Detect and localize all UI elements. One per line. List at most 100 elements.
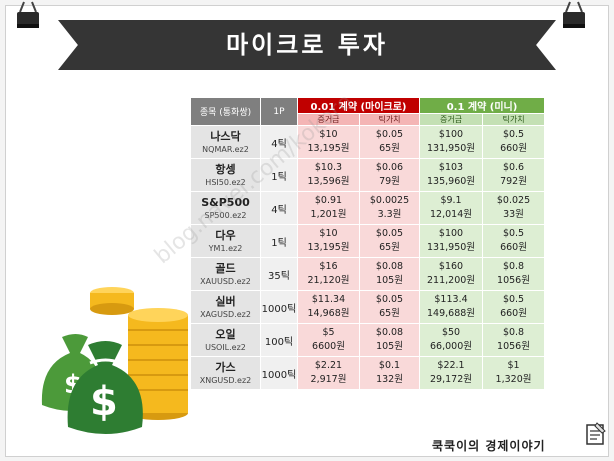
point-cell: 35틱 bbox=[260, 257, 298, 291]
usd-value: $0.08 bbox=[375, 327, 404, 338]
mini-tick-cell: $0.6 792원 bbox=[482, 158, 546, 192]
usd-value: $0.8 bbox=[502, 261, 525, 272]
micro-tick-cell: $0.05 65원 bbox=[358, 290, 421, 324]
point-cell: 1000틱 bbox=[260, 356, 298, 390]
krw-value: 14,968원 bbox=[307, 308, 350, 319]
point-cell: 1틱 bbox=[260, 158, 298, 192]
ticker-cell: 골드 XAUUSD.ez2 bbox=[190, 257, 261, 291]
investment-table: 종목 (통화쌍) 1P 0.01 계약 (마이크로) 0.1 계약 (미니) 증… bbox=[190, 97, 546, 390]
krw-value: 65원 bbox=[379, 143, 400, 154]
mini-margin-cell: $50 66,000원 bbox=[419, 323, 484, 357]
micro-margin-cell: $10 13,195원 bbox=[297, 224, 360, 258]
point-cell: 100틱 bbox=[260, 323, 298, 357]
binder-clip-icon bbox=[563, 1, 585, 28]
krw-value: 65원 bbox=[379, 308, 400, 319]
table-row: 다우 YM1.ez2 1틱 $10 13,195원 $0.05 65원 $100 131,950… bbox=[190, 224, 546, 258]
mini-margin-cell: $113.4 149,688원 bbox=[419, 290, 484, 324]
krw-value: 660원 bbox=[500, 143, 527, 154]
ticker-cell: S&P500 SP500.ez2 bbox=[190, 191, 261, 225]
ticker-cell: 다우 YM1.ez2 bbox=[190, 224, 261, 258]
krw-value: 6600원 bbox=[312, 341, 345, 352]
usd-value: $9.1 bbox=[440, 195, 462, 206]
subheader-micro-margin: 증거금 bbox=[297, 113, 360, 126]
krw-value: 131,950원 bbox=[427, 143, 476, 154]
ticker-cell: 나스닥 NQMAR.ez2 bbox=[190, 125, 261, 159]
ticker-code: HSI50.ez2 bbox=[205, 177, 246, 187]
micro-margin-cell: $10.3 13,596원 bbox=[297, 158, 360, 192]
ticker-cell: 실버 XAGUSD.ez2 bbox=[190, 290, 261, 324]
krw-value: 211,200원 bbox=[427, 275, 476, 286]
title-banner: 마이크로 투자 bbox=[58, 20, 556, 70]
usd-value: $160 bbox=[438, 261, 464, 272]
table-row: 골드 XAUUSD.ez2 35틱 $16 21,120원 $0.08 105원 $160 21… bbox=[190, 257, 546, 291]
micro-margin-cell: $2.21 2,917원 bbox=[297, 356, 360, 390]
usd-value: $16 bbox=[319, 261, 338, 272]
table-row: 오일 USOIL.ez2 100틱 $5 6600원 $0.08 105원 $50 66,000… bbox=[190, 323, 546, 357]
mini-margin-cell: $100 131,950원 bbox=[419, 125, 484, 159]
krw-value: 1056원 bbox=[497, 275, 530, 286]
header-ticker: 종목 (통화쌍) bbox=[190, 97, 261, 126]
table-row: 항셍 HSI50.ez2 1틱 $10.3 13,596원 $0.06 79원 $103 135… bbox=[190, 158, 546, 192]
usd-value: $0.05 bbox=[375, 228, 404, 239]
usd-value: $0.91 bbox=[314, 195, 343, 206]
krw-value: 12,014원 bbox=[430, 209, 472, 220]
usd-value: $10 bbox=[319, 129, 338, 140]
krw-value: 149,688원 bbox=[427, 308, 476, 319]
krw-value: 131,950원 bbox=[427, 242, 476, 253]
usd-value: $0.05 bbox=[375, 129, 404, 140]
usd-value: $100 bbox=[438, 228, 464, 239]
usd-value: $0.05 bbox=[375, 294, 404, 305]
ticker-code: XAUUSD.ez2 bbox=[200, 276, 251, 286]
usd-value: $50 bbox=[441, 327, 461, 338]
point-cell: 4틱 bbox=[260, 191, 298, 225]
usd-value: $113.4 bbox=[434, 294, 468, 305]
micro-margin-cell: $10 13,195원 bbox=[297, 125, 360, 159]
micro-margin-cell: $0.91 1,201원 bbox=[297, 191, 360, 225]
krw-value: 65원 bbox=[379, 242, 400, 253]
clipboard-icon bbox=[586, 422, 606, 445]
table-row: 가스 XNGUSD.ez2 1000틱 $2.21 2,917원 $0.1 132원 $22.… bbox=[190, 356, 546, 390]
krw-value: 1,320원 bbox=[495, 374, 532, 385]
header-micro: 0.01 계약 (마이크로) bbox=[296, 97, 421, 114]
krw-value: 132원 bbox=[376, 374, 403, 385]
usd-value: $0.06 bbox=[375, 162, 404, 173]
page-title: 마이크로 투자 bbox=[226, 31, 388, 59]
krw-value: 13,596원 bbox=[307, 176, 350, 187]
ticker-name: 다우 bbox=[215, 228, 236, 242]
krw-value: 792원 bbox=[500, 176, 527, 187]
usd-value: $5 bbox=[322, 327, 335, 338]
usd-value: $10 bbox=[319, 228, 338, 239]
table-row: 실버 XAGUSD.ez2 1000틱 $11.34 14,968원 $0.05 65원 $1… bbox=[190, 290, 546, 324]
mini-tick-cell: $0.5 660원 bbox=[482, 125, 546, 159]
point-cell: 1000틱 bbox=[260, 290, 298, 324]
subheader-mini-margin: 증거금 bbox=[419, 113, 484, 126]
mini-margin-cell: $160 211,200원 bbox=[419, 257, 484, 291]
krw-value: 13,195원 bbox=[307, 143, 350, 154]
mini-tick-cell: $0.5 660원 bbox=[482, 224, 546, 258]
footer-blog-name: 쿡쿡이의 경제이야기 bbox=[432, 439, 546, 453]
usd-value: $0.0025 bbox=[369, 195, 410, 206]
krw-value: 1,201원 bbox=[310, 209, 347, 220]
ticker-name: 항셍 bbox=[215, 162, 236, 176]
micro-margin-cell: $5 6600원 bbox=[297, 323, 360, 357]
ticker-name: 실버 bbox=[215, 294, 236, 308]
ticker-name: 가스 bbox=[215, 360, 236, 374]
krw-value: 1056원 bbox=[497, 341, 530, 352]
mini-margin-cell: $100 131,950원 bbox=[419, 224, 484, 258]
subheader-micro-tick: 틱가치 bbox=[358, 113, 421, 126]
ticker-name: 나스닥 bbox=[210, 129, 241, 143]
krw-value: 79원 bbox=[379, 176, 400, 187]
krw-value: 21,120원 bbox=[307, 275, 350, 286]
usd-value: $0.5 bbox=[502, 228, 525, 239]
micro-tick-cell: $0.1 132원 bbox=[358, 356, 421, 390]
ticker-code: YM1.ez2 bbox=[208, 243, 243, 253]
svg-text:$: $ bbox=[90, 379, 118, 425]
usd-value: $0.6 bbox=[502, 162, 525, 173]
ticker-cell: 가스 XNGUSD.ez2 bbox=[190, 356, 261, 390]
krw-value: 105원 bbox=[376, 275, 403, 286]
mini-margin-cell: $22.1 29,172원 bbox=[419, 356, 484, 390]
krw-value: 29,172원 bbox=[430, 374, 472, 385]
subheader-mini-tick: 틱가치 bbox=[482, 113, 546, 126]
usd-value: $0.8 bbox=[502, 327, 525, 338]
ticker-code: NQMAR.ez2 bbox=[202, 144, 249, 154]
